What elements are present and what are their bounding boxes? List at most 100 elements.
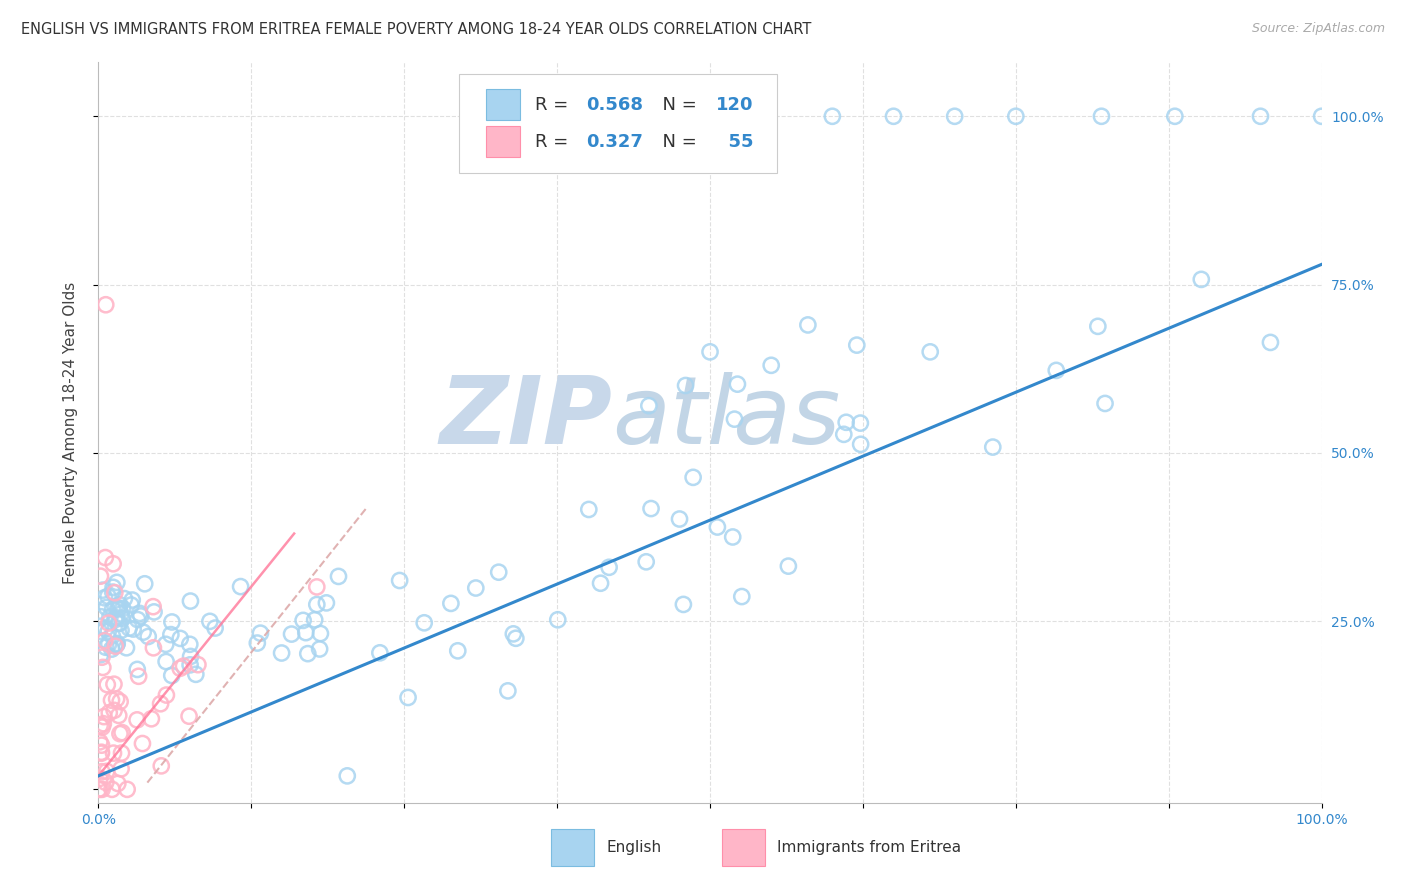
Point [292, 613, 315, 627]
Point [103, 677, 125, 691]
Point [849, 437, 872, 451]
Bar [551, 829, 593, 866]
Point [179, 594, 201, 608]
Point [778, 559, 800, 574]
Point [578, 502, 600, 516]
Point [832, 427, 855, 442]
Point [118, 621, 141, 635]
Point [104, 640, 127, 654]
Point [143, 605, 166, 619]
Point [93, 716, 115, 731]
Point [96, 600, 118, 615]
Point [97, 616, 120, 631]
Point [105, 692, 128, 706]
Point [103, 703, 125, 717]
Point [699, 344, 721, 359]
Point [589, 576, 612, 591]
Point [142, 599, 165, 614]
Point [388, 574, 411, 588]
Point [97, 637, 120, 651]
Point [131, 737, 153, 751]
Text: R =: R = [536, 133, 574, 151]
Point [315, 596, 337, 610]
Point [90, 746, 112, 760]
Point [105, 637, 128, 651]
Point [920, 344, 942, 359]
Point [845, 338, 868, 352]
Point [141, 712, 163, 726]
Point [107, 708, 129, 723]
Point [731, 590, 754, 604]
Point [155, 655, 177, 669]
Point [107, 602, 129, 616]
Point [94, 633, 117, 648]
Point [835, 415, 858, 429]
Point [91, 660, 114, 674]
Point [101, 580, 124, 594]
Point [1260, 335, 1282, 350]
Point [110, 762, 132, 776]
Point [180, 649, 202, 664]
Point [108, 726, 131, 740]
Point [136, 630, 159, 644]
Text: ENGLISH VS IMMIGRANTS FROM ERITREA FEMALE POVERTY AMONG 18-24 YEAR OLDS CORRELAT: ENGLISH VS IMMIGRANTS FROM ERITREA FEMAL… [21, 22, 811, 37]
Point [128, 607, 150, 621]
Point [1087, 319, 1109, 334]
Point [108, 598, 131, 612]
Point [160, 668, 183, 682]
Point [111, 611, 134, 625]
Point [849, 416, 872, 430]
Point [100, 642, 122, 657]
Point [112, 591, 135, 606]
Point [128, 669, 150, 683]
Point [447, 644, 470, 658]
Point [169, 632, 191, 646]
Point [1045, 363, 1067, 377]
Text: N =: N = [651, 95, 703, 113]
Point [1004, 109, 1026, 123]
Point [94, 640, 117, 655]
Point [204, 621, 226, 635]
Point [184, 667, 207, 681]
Point [723, 412, 745, 426]
Bar [486, 126, 520, 157]
Point [721, 530, 744, 544]
Point [280, 627, 302, 641]
Point [100, 693, 122, 707]
Point [89, 735, 111, 749]
Point [440, 596, 463, 610]
Point [246, 636, 269, 650]
Point [155, 637, 177, 651]
Point [640, 501, 662, 516]
Point [134, 576, 156, 591]
Point [91, 583, 114, 598]
Point [169, 661, 191, 675]
Point [93, 591, 115, 605]
Text: 55: 55 [716, 133, 754, 151]
Point [155, 688, 177, 702]
Text: Source: ZipAtlas.com: Source: ZipAtlas.com [1251, 22, 1385, 36]
Point [488, 565, 510, 579]
Text: R =: R = [536, 95, 574, 113]
Point [725, 377, 748, 392]
Point [305, 580, 328, 594]
Text: 0.327: 0.327 [586, 133, 644, 151]
Point [675, 378, 697, 392]
Point [89, 569, 111, 583]
Point [108, 601, 131, 615]
Point [668, 512, 690, 526]
Point [90, 609, 112, 624]
Point [1094, 396, 1116, 410]
Point [121, 593, 143, 607]
Point [107, 616, 129, 631]
Text: ZIP: ZIP [439, 372, 612, 464]
Point [160, 615, 183, 629]
Text: N =: N = [651, 133, 703, 151]
Point [637, 399, 661, 413]
Point [110, 607, 132, 621]
Point [120, 598, 142, 612]
Bar [723, 829, 765, 866]
Point [104, 600, 127, 615]
Point [295, 625, 318, 640]
Point [122, 622, 145, 636]
